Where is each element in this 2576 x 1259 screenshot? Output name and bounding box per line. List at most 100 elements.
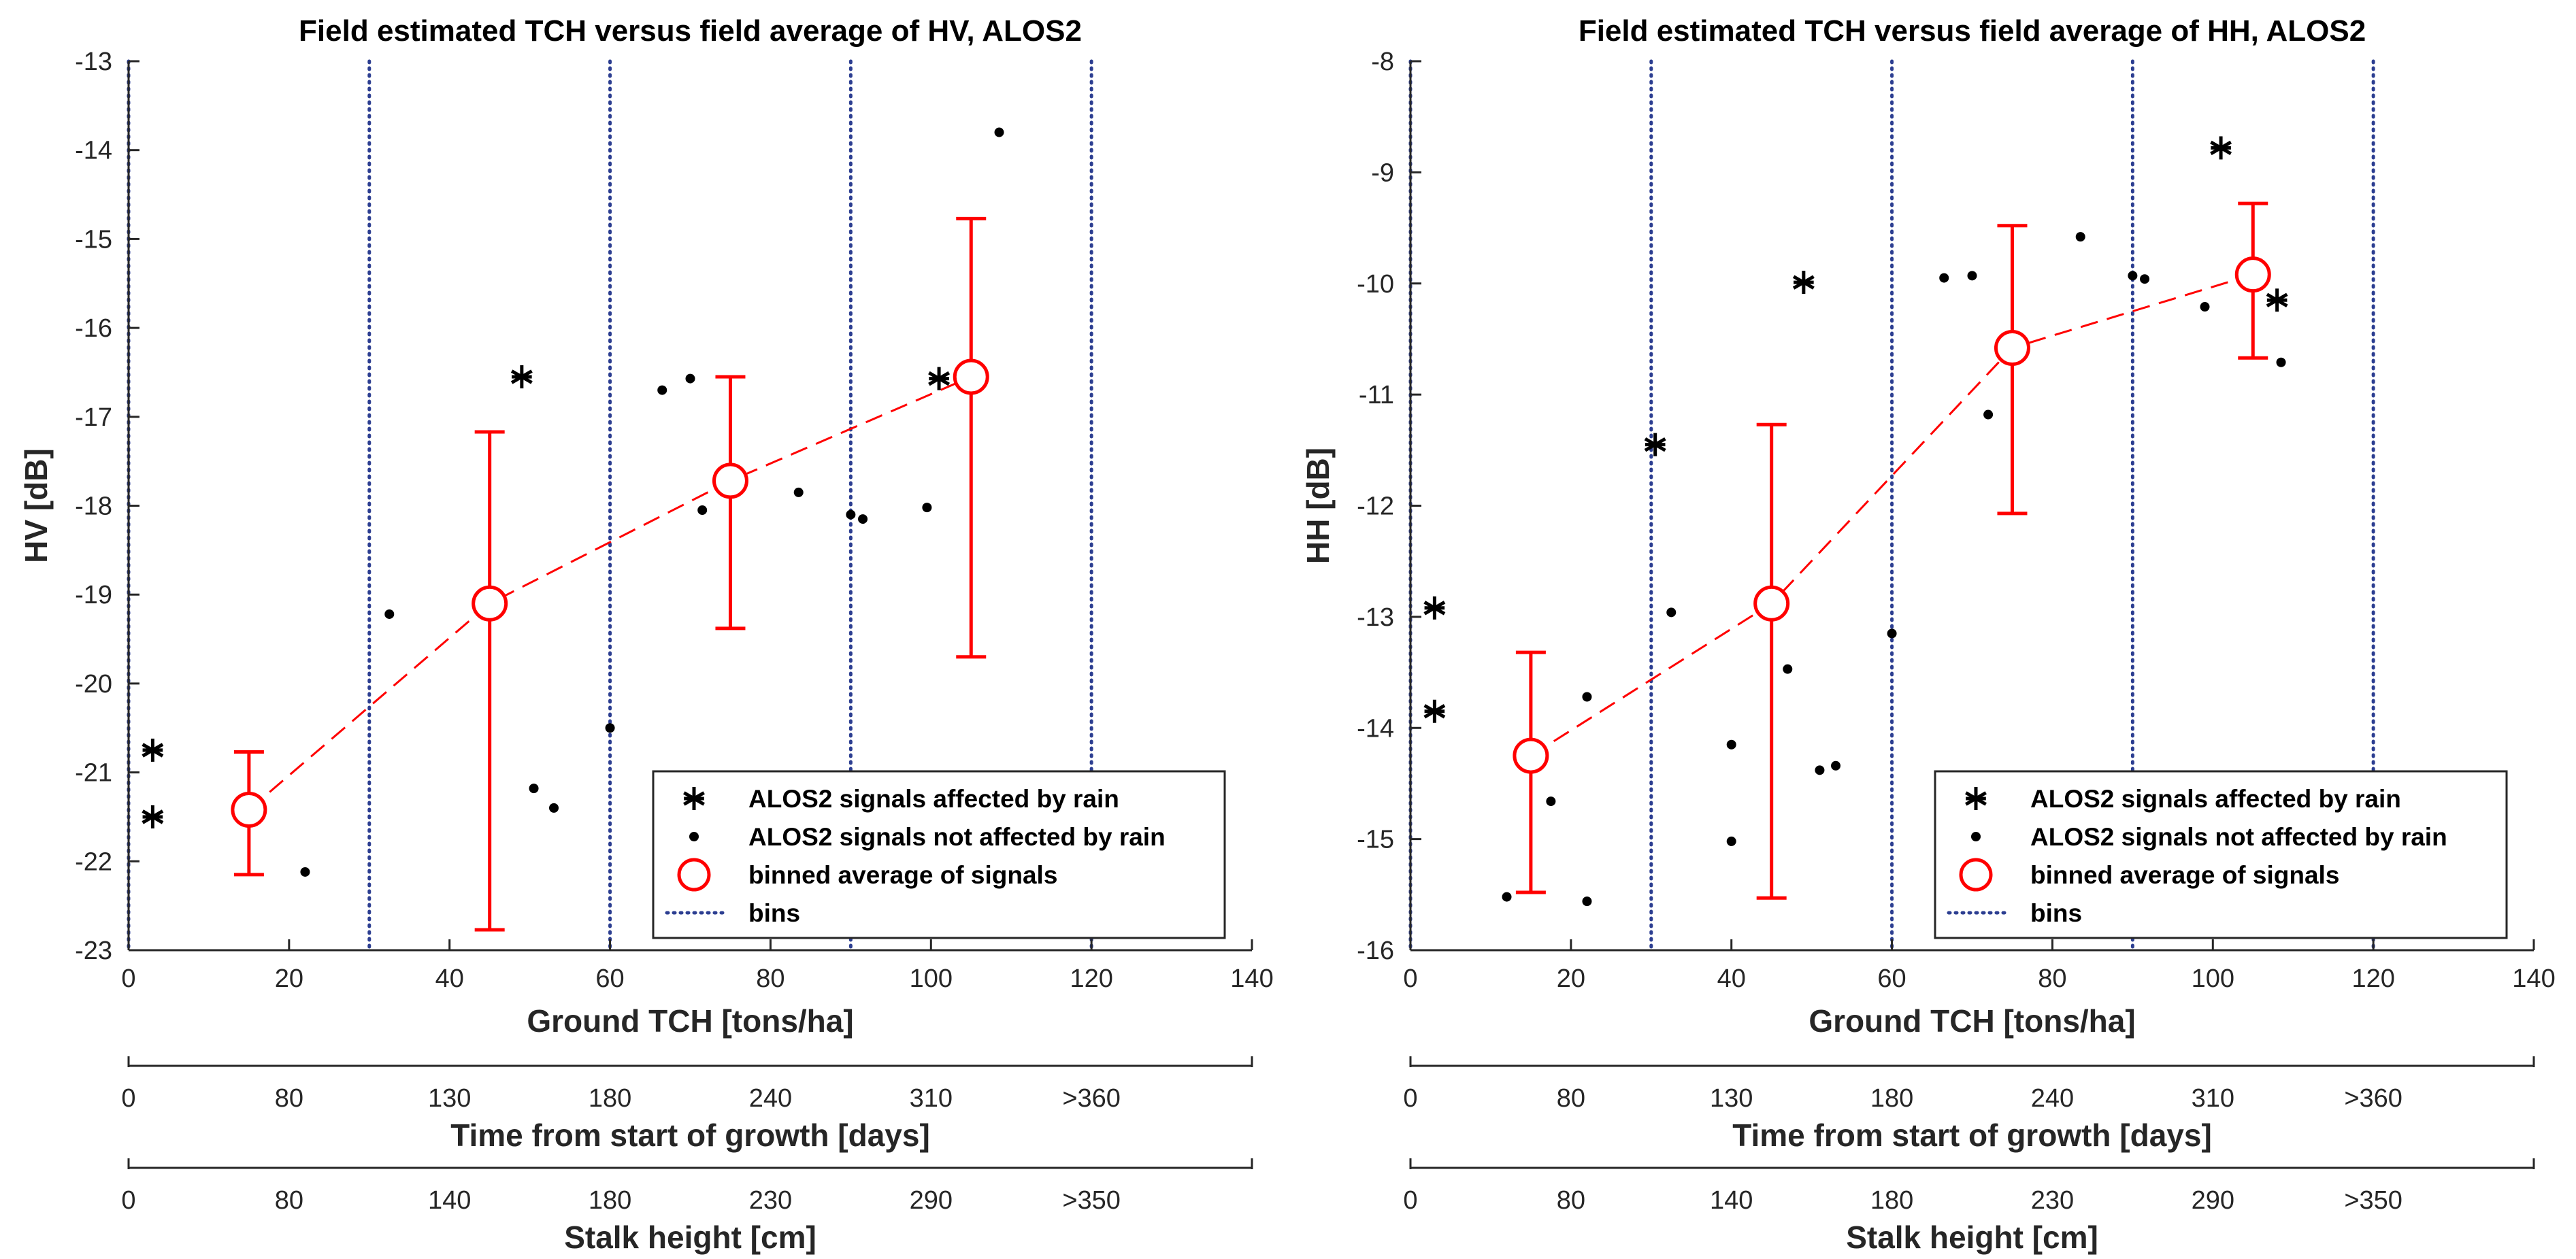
y-tick-label: -21 <box>75 759 112 788</box>
legend-dot-icon <box>1971 832 1981 841</box>
y-tick-label: -20 <box>75 670 112 699</box>
y-tick-label: -16 <box>1357 937 1394 965</box>
secondary-axis-label: Stalk height [cm] <box>1846 1220 2098 1255</box>
data-point-no-rain <box>384 609 395 619</box>
binned-average-marker <box>1994 330 2030 367</box>
secondary-tick-label: 180 <box>1870 1186 1913 1215</box>
secondary-tick-label: 80 <box>1557 1084 1585 1113</box>
binned-average-marker <box>231 791 267 828</box>
data-point-no-rain <box>2276 357 2286 367</box>
data-point-rain <box>1792 271 1815 295</box>
data-point-no-rain <box>1726 739 1736 750</box>
chart-title: Field estimated TCH versus field average… <box>299 14 1082 48</box>
data-point-no-rain <box>846 509 856 520</box>
data-point-no-rain <box>1983 409 1994 420</box>
y-tick-label: -9 <box>1371 158 1394 187</box>
data-point-rain <box>1423 699 1446 723</box>
data-point-rain <box>2266 288 2288 312</box>
data-point-rain <box>510 365 533 388</box>
secondary-tick-label: >350 <box>1062 1186 1121 1215</box>
secondary-tick-label: 240 <box>2031 1084 2074 1113</box>
legend-box <box>652 770 1226 939</box>
x-tick-label: 140 <box>2512 964 2555 993</box>
x-tick-label: 20 <box>275 964 303 993</box>
binned-average-point <box>231 750 267 877</box>
data-point-rain <box>928 367 951 390</box>
data-point-no-rain <box>1967 271 1977 281</box>
secondary-tick-label: 130 <box>1710 1084 1753 1113</box>
x-tick-label: 40 <box>1717 964 1746 993</box>
y-tick-label: -14 <box>75 137 112 165</box>
legend-label: ALOS2 signals affected by rain <box>2030 785 2401 813</box>
x-tick-label: 40 <box>435 964 464 993</box>
binned-average-point <box>1994 224 2030 516</box>
secondary-tick-label: 0 <box>121 1186 135 1215</box>
data-point-no-rain <box>1887 628 1897 639</box>
data-point-no-rain <box>994 127 1004 137</box>
x-tick-label: 20 <box>1557 964 1585 993</box>
legend-label: ALOS2 signals not affected by rain <box>2030 823 2447 851</box>
legend: ALOS2 signals affected by rain ALOS2 sign… <box>1934 770 2508 939</box>
binned-average-point <box>2234 201 2271 360</box>
binned-average-marker <box>953 358 989 395</box>
x-tick-label: 0 <box>1403 964 1417 993</box>
secondary-tick-label: 180 <box>1870 1084 1913 1113</box>
y-tick-label: -19 <box>75 581 112 609</box>
data-point-no-rain <box>685 373 695 384</box>
x-axis-label: Ground TCH [tons/ha] <box>1809 1003 2135 1039</box>
y-tick-label: -13 <box>1357 603 1394 632</box>
binned-average-point <box>953 216 989 659</box>
data-point-no-rain <box>1831 760 1841 771</box>
secondary-axis-1: 0 80 130 180 240 310 >360 Time from start of gr… <box>1403 1056 2535 1153</box>
binned-average-point <box>712 375 748 631</box>
y-tick-label: -11 <box>1359 381 1394 409</box>
secondary-tick-label: 180 <box>589 1186 631 1215</box>
data-point-no-rain <box>1783 664 1793 674</box>
x-tick-label: 140 <box>1230 964 1273 993</box>
data-point-no-rain <box>549 803 559 813</box>
secondary-axis-2: 0 80 140 180 230 290 >350 Stalk height [cm] <box>121 1158 1253 1255</box>
x-tick-label: 120 <box>1070 964 1112 993</box>
secondary-axis-2: 0 80 140 180 230 290 >350 Stalk height [cm] <box>1403 1158 2535 1255</box>
y-tick-label: -10 <box>1357 270 1394 299</box>
binned-average-point <box>1513 650 1549 894</box>
binned-average-marker <box>1753 585 1790 622</box>
legend-label: bins <box>2030 899 2082 927</box>
data-point-no-rain <box>793 487 804 497</box>
data-point-no-rain <box>697 505 708 516</box>
x-tick-label: 60 <box>595 964 624 993</box>
data-point-no-rain <box>1546 796 1556 807</box>
y-axis-label: HH [dB] <box>1300 448 1336 564</box>
secondary-axis-label: Time from start of growth [days] <box>450 1118 930 1153</box>
data-point-no-rain <box>858 514 868 524</box>
chart-title: Field estimated TCH versus field average… <box>1579 14 2366 48</box>
chart-2: Field estimated TCH versus field average… <box>1300 14 2556 1255</box>
legend-label: ALOS2 signals not affected by rain <box>748 823 1166 851</box>
secondary-axis-1: 0 80 130 180 240 310 >360 Time from start of gr… <box>121 1056 1253 1153</box>
data-point-no-rain <box>1726 836 1736 846</box>
y-tick-label: -18 <box>75 492 112 521</box>
secondary-tick-label: 130 <box>428 1084 471 1113</box>
data-point-no-rain <box>2200 302 2210 312</box>
secondary-tick-label: 310 <box>2192 1084 2234 1113</box>
x-tick-label: 120 <box>2351 964 2394 993</box>
data-point-rain <box>1423 596 1446 620</box>
data-point-no-rain <box>2075 232 2085 242</box>
data-point-rain <box>1644 433 1666 456</box>
secondary-tick-label: 80 <box>275 1084 303 1113</box>
legend-circle-icon <box>677 858 711 892</box>
legend: ALOS2 signals affected by rain ALOS2 sign… <box>652 770 1226 939</box>
x-tick-label: 100 <box>2192 964 2234 993</box>
data-point-no-rain <box>1815 765 1825 775</box>
data-point-no-rain <box>2140 274 2150 284</box>
secondary-tick-label: 180 <box>589 1084 631 1113</box>
secondary-tick-label: >360 <box>2344 1084 2402 1113</box>
y-tick-label: -12 <box>1357 492 1394 521</box>
secondary-tick-label: 230 <box>2031 1186 2074 1215</box>
y-tick-label: -8 <box>1371 48 1394 76</box>
data-point-rain <box>142 738 164 762</box>
x-tick-label: 80 <box>756 964 785 993</box>
chart-1: Field estimated TCH versus field average… <box>18 14 1274 1255</box>
y-tick-label: -15 <box>75 225 112 254</box>
binned-average-point <box>1753 422 1790 900</box>
